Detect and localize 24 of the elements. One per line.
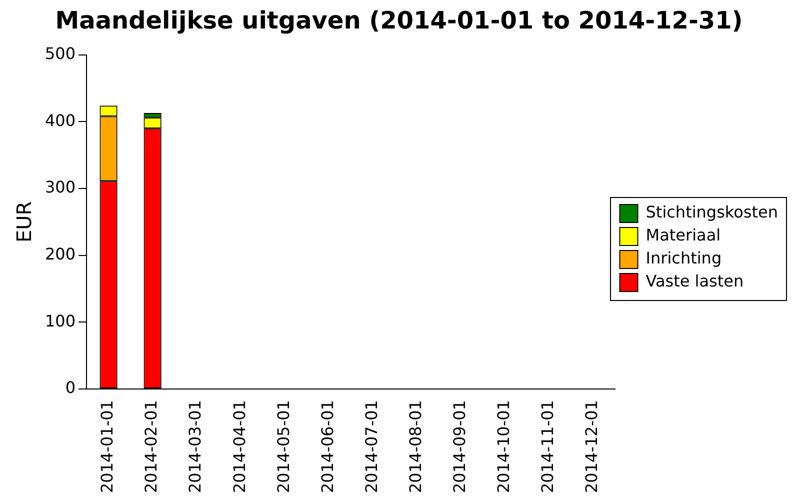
- x-tick-label: 2014-10-01: [494, 400, 513, 493]
- x-tick-label: 2014-07-01: [362, 400, 381, 493]
- x-tick-label: 2014-11-01: [538, 400, 557, 493]
- legend-label: Vaste lasten: [646, 272, 744, 291]
- x-tick-label: 2014-09-01: [450, 400, 469, 493]
- y-axis-title: EUR: [12, 201, 36, 242]
- x-tick-label: 2014-05-01: [274, 400, 293, 493]
- x-tick-label: 2014-01-01: [98, 400, 117, 493]
- legend-label: Stichtingskosten: [646, 202, 778, 222]
- y-tick-label: 300: [44, 178, 76, 197]
- x-tick-label: 2014-08-01: [406, 400, 425, 493]
- chart-title: Maandelijkse uitgaven (2014-01-01 to 2014-12-31): [55, 6, 743, 35]
- x-tick-label: 2014-06-01: [318, 400, 337, 493]
- y-tick-label: 400: [44, 110, 76, 130]
- legend-label: Materiaal: [646, 226, 721, 245]
- legend-label: Inrichting: [646, 248, 722, 268]
- x-tick-label: 2014-02-01: [142, 400, 161, 493]
- y-tick-label: 200: [44, 244, 76, 264]
- x-tick-label: 2014-04-01: [230, 400, 249, 493]
- y-tick-label: 500: [44, 44, 76, 63]
- y-tick-label: 0: [65, 378, 76, 398]
- x-tick-label: 2014-12-01: [582, 400, 601, 493]
- x-tick-label: 2014-03-01: [186, 400, 205, 493]
- y-tick-label: 100: [44, 311, 76, 330]
